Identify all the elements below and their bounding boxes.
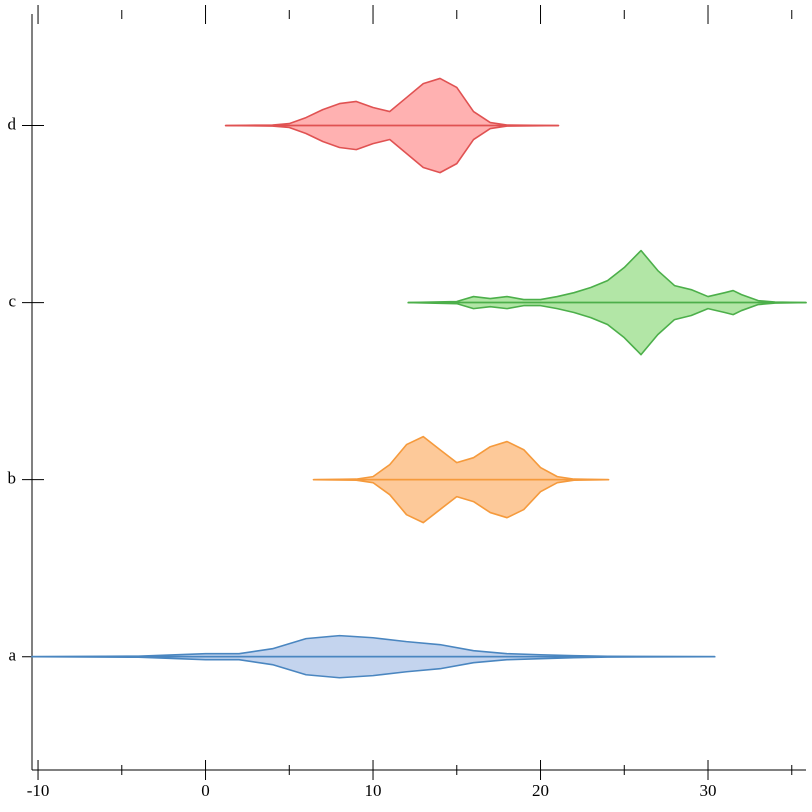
violin-lower (31, 655, 716, 679)
x-tick-label: 0 (201, 781, 210, 800)
violin-upper (224, 77, 560, 127)
y-tick-label: b (8, 469, 17, 488)
violin-lower (312, 478, 610, 524)
x-tick-label: 30 (700, 781, 717, 800)
violin-upper (407, 249, 807, 304)
violin-lower (224, 124, 560, 174)
violin-lower (407, 301, 807, 356)
violin-upper (312, 435, 610, 481)
y-tick-label: d (8, 114, 17, 133)
y-tick-label: a (8, 646, 16, 665)
violin-upper (31, 634, 716, 658)
y-tick-label: c (8, 291, 16, 310)
x-tick-label: 10 (365, 781, 382, 800)
x-tick-label: -10 (27, 781, 50, 800)
x-tick-label: 20 (532, 781, 549, 800)
